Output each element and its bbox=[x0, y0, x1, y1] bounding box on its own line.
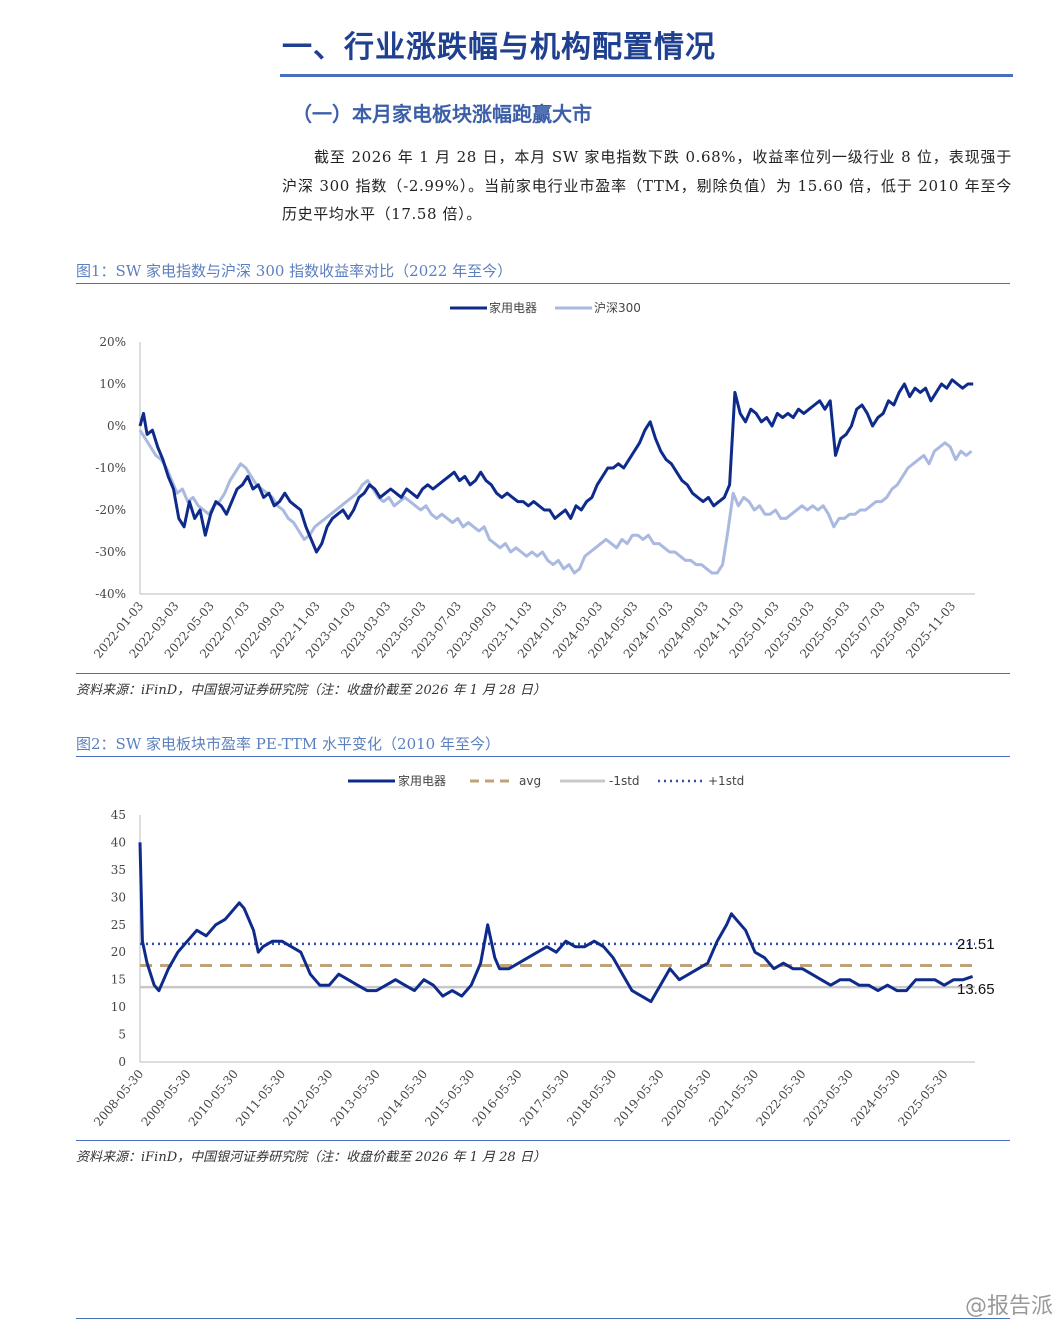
y-tick-label: -40% bbox=[95, 587, 126, 601]
y-tick-label: 15 bbox=[111, 973, 126, 987]
footer-rule bbox=[76, 1318, 1010, 1319]
legend-label-minus-1std: -1std bbox=[609, 774, 640, 788]
figure-2-source: 资料来源：iFinD，中国银河证券研究院（注：收盘价截至 2026 年 1 月 … bbox=[76, 1150, 546, 1165]
y-tick-label: -10% bbox=[95, 461, 126, 475]
series-line-csi300 bbox=[138, 429, 973, 575]
figure-2-title: 图2：SW 家电板块市盈率 PE-TTM 水平变化（2010 年至今） bbox=[76, 735, 500, 753]
legend-label-avg: avg bbox=[519, 774, 541, 788]
pe-ttm-chart: 4540353025201510502008-05-302009-05-3020… bbox=[91, 773, 995, 1129]
y-tick-label: 20% bbox=[99, 335, 126, 349]
series-line-appliances-pe bbox=[138, 842, 974, 1004]
y-tick-label: 5 bbox=[118, 1028, 126, 1042]
summary-paragraph: 截至 2026 年 1 月 28 日，本月 SW 家电指数下跌 0.68%，收益… bbox=[282, 148, 1012, 223]
y-tick-label: 10 bbox=[111, 1000, 126, 1014]
figure-2-top-rule bbox=[76, 756, 1010, 757]
y-tick-label: 45 bbox=[111, 808, 126, 822]
return-comparison-chart: 20%10%0%-10%-20%-30%-40%2022-01-032022-0… bbox=[91, 300, 975, 661]
figure-1-bottom-rule bbox=[76, 673, 1010, 674]
series-line-appliances bbox=[138, 378, 974, 554]
section-subheading: （一）本月家电板块涨幅跑赢大市 bbox=[292, 102, 592, 126]
legend-label-csi300: 沪深300 bbox=[594, 301, 641, 315]
y-tick-label: 40 bbox=[111, 835, 126, 849]
x-tick-label: 2025-05-30 bbox=[895, 1067, 950, 1129]
heading-rule bbox=[280, 74, 1013, 77]
y-tick-label: 10% bbox=[99, 377, 126, 391]
y-tick-label: 30 bbox=[111, 890, 126, 904]
watermark: @报告派 bbox=[964, 1294, 1053, 1319]
legend-label-plus-1std: +1std bbox=[708, 774, 744, 788]
y-tick-label: 35 bbox=[111, 863, 126, 877]
y-tick-label: -20% bbox=[95, 503, 126, 517]
y-tick-label: 25 bbox=[111, 918, 126, 932]
y-tick-label: 0 bbox=[118, 1055, 126, 1069]
figure-1-source: 资料来源：iFinD，中国银河证券研究院（注：收盘价截至 2026 年 1 月 … bbox=[76, 683, 546, 698]
y-tick-label: -30% bbox=[95, 545, 126, 559]
figure-2-bottom-rule bbox=[76, 1140, 1010, 1141]
minus-1std-annotation: 13.65 bbox=[957, 981, 995, 998]
page-heading: 一、行业涨跌幅与机构配置情况 bbox=[282, 30, 716, 65]
figure-1-title: 图1：SW 家电指数与沪深 300 指数收益率对比（2022 年至今） bbox=[76, 262, 513, 280]
plus-1std-annotation: 21.51 bbox=[957, 936, 995, 953]
y-tick-label: 20 bbox=[111, 945, 126, 959]
legend-label-appliances: 家用电器 bbox=[398, 773, 446, 788]
y-tick-label: 0% bbox=[107, 419, 126, 433]
legend-label-appliances: 家用电器 bbox=[489, 300, 537, 315]
figure-1-top-rule bbox=[76, 283, 1010, 284]
